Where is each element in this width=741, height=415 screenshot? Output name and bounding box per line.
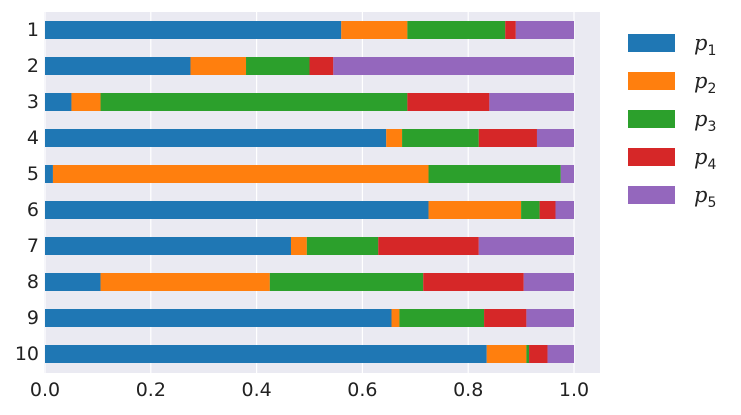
y-tick-label-6: 6 xyxy=(27,199,39,221)
legend-label-p1: p1 xyxy=(694,31,716,59)
bar-5-p1 xyxy=(45,165,53,183)
x-tick-label-5: 1.0 xyxy=(559,379,589,401)
bar-7-p2 xyxy=(290,237,307,255)
bars xyxy=(45,21,574,363)
bar-8-p2 xyxy=(100,273,270,291)
bar-4-p5 xyxy=(536,129,574,147)
bar-4-p2 xyxy=(386,129,403,147)
y-tick-label-7: 7 xyxy=(27,235,39,257)
bar-1-p2 xyxy=(341,21,408,39)
legend-swatch-p3 xyxy=(628,110,675,128)
y-tick-labels: 1 2 3 4 5 6 7 8 9 10 xyxy=(15,19,39,365)
bar-9-p1 xyxy=(45,309,392,327)
bar-10-p5 xyxy=(547,345,574,363)
bar-7-p3 xyxy=(306,237,379,255)
legend-swatch-p5 xyxy=(628,186,675,204)
legend-label-p2: p2 xyxy=(694,69,716,97)
y-tick-label-10: 10 xyxy=(15,343,39,365)
x-tick-label-4: 0.8 xyxy=(453,379,483,401)
y-tick-label-5: 5 xyxy=(27,163,39,185)
bar-10-p1 xyxy=(45,345,487,363)
bar-8-p5 xyxy=(523,273,574,291)
y-tick-label-3: 3 xyxy=(27,91,39,113)
x-tick-label-1: 0.2 xyxy=(136,379,166,401)
legend-label-p4: p4 xyxy=(694,145,716,173)
bar-9-p2 xyxy=(391,309,400,327)
bar-9-p5 xyxy=(526,309,574,327)
bar-9-p3 xyxy=(399,309,485,327)
bar-7-p5 xyxy=(478,237,574,255)
bar-5-p5 xyxy=(560,165,574,183)
bar-4-p3 xyxy=(402,129,479,147)
bar-10-p3 xyxy=(526,345,530,363)
y-tick-label-8: 8 xyxy=(27,271,39,293)
bar-4-p4 xyxy=(478,129,537,147)
bar-1-p3 xyxy=(407,21,506,39)
bar-8-p4 xyxy=(423,273,524,291)
bar-6-p4 xyxy=(539,201,556,219)
legend-swatch-p2 xyxy=(628,72,675,90)
bar-8-p3 xyxy=(269,273,424,291)
bar-1-p1 xyxy=(45,21,342,39)
bar-9-p4 xyxy=(484,309,527,327)
bar-1-p5 xyxy=(515,21,574,39)
x-tick-label-3: 0.6 xyxy=(347,379,377,401)
bar-5-p2 xyxy=(52,165,429,183)
y-tick-label-9: 9 xyxy=(27,307,39,329)
bar-3-p4 xyxy=(407,93,490,111)
bar-2-p5 xyxy=(333,57,574,75)
bar-6-p1 xyxy=(45,201,429,219)
y-tick-label-2: 2 xyxy=(27,55,39,77)
bar-10-p2 xyxy=(486,345,527,363)
y-tick-label-1: 1 xyxy=(27,19,39,41)
bar-2-p3 xyxy=(246,57,310,75)
bar-3-p2 xyxy=(71,93,101,111)
bar-6-p5 xyxy=(555,201,574,219)
legend-label-p5: p5 xyxy=(694,183,716,211)
legend-swatch-p4 xyxy=(628,148,675,166)
bar-1-p4 xyxy=(505,21,516,39)
bar-6-p3 xyxy=(521,201,540,219)
bar-4-p1 xyxy=(45,129,387,147)
bar-3-p3 xyxy=(100,93,408,111)
bar-2-p2 xyxy=(190,57,247,75)
bar-7-p4 xyxy=(378,237,479,255)
bar-6-p2 xyxy=(428,201,522,219)
x-tick-label-2: 0.4 xyxy=(241,379,271,401)
bar-5-p3 xyxy=(428,165,561,183)
bar-2-p4 xyxy=(309,57,334,75)
bar-8-p1 xyxy=(45,273,101,291)
legend-swatch-p1 xyxy=(628,34,675,52)
x-tick-labels: 0.0 0.2 0.4 0.6 0.8 1.0 xyxy=(30,379,589,401)
bar-10-p4 xyxy=(529,345,548,363)
y-tick-label-4: 4 xyxy=(27,127,39,149)
bar-3-p5 xyxy=(489,93,574,111)
bar-2-p1 xyxy=(45,57,191,75)
bar-7-p1 xyxy=(45,237,291,255)
x-tick-label-0: 0.0 xyxy=(30,379,60,401)
legend: p1 p2 p3 p4 p5 xyxy=(628,31,716,211)
legend-label-p3: p3 xyxy=(694,107,716,135)
bar-3-p1 xyxy=(45,93,72,111)
